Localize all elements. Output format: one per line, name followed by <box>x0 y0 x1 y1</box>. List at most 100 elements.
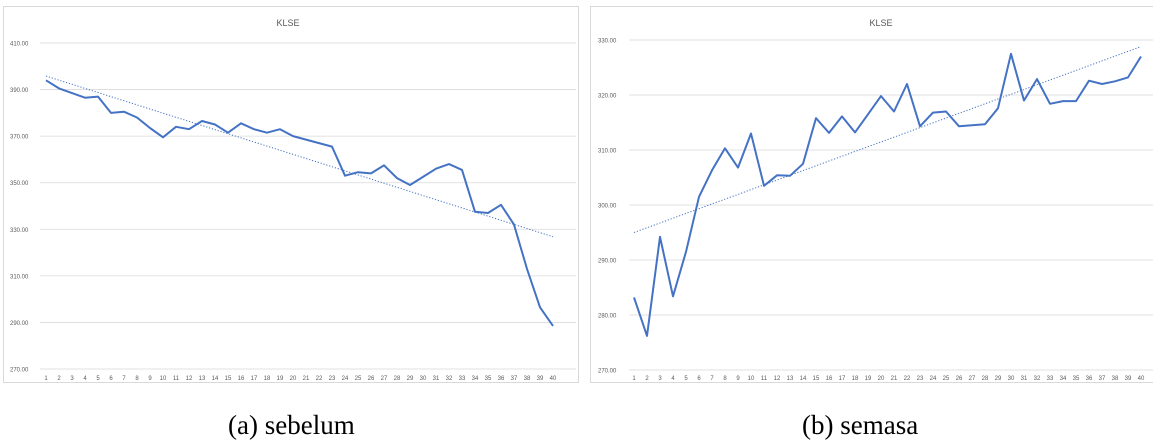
data-point <box>162 136 164 138</box>
caption-semasa: (b) semasa <box>802 410 919 440</box>
chart-panel-sebelum: KLSE 270.00 290.00 310.00 330.00 350.00 370.00… <box>3 6 579 383</box>
y-tick-label: 390.00 <box>10 88 29 94</box>
data-point <box>279 128 281 130</box>
data-point <box>971 124 973 126</box>
data-point <box>984 123 986 125</box>
data-point <box>175 126 177 128</box>
data-point <box>188 128 190 130</box>
data-point <box>305 139 307 141</box>
data-point <box>396 177 398 179</box>
x-tick-label: 7 <box>710 376 714 382</box>
data-point <box>513 224 515 226</box>
x-tick-label: 20 <box>290 376 297 382</box>
x-tick-label: 18 <box>264 376 271 382</box>
x-tick-label: 35 <box>1073 376 1080 382</box>
data-point <box>841 115 843 117</box>
x-tick-label: 7 <box>122 376 126 382</box>
y-tick-label: 290.00 <box>10 321 29 327</box>
x-tick-label: 3 <box>658 376 662 382</box>
data-point <box>854 131 856 133</box>
x-tick-label: 31 <box>433 376 440 382</box>
x-tick-label: 16 <box>238 376 245 382</box>
x-tick-label: 33 <box>1047 376 1054 382</box>
x-tick-label: 37 <box>511 376 518 382</box>
x-tick-label: 18 <box>852 376 859 382</box>
x-tick-label: 8 <box>723 376 727 382</box>
x-tick-label: 36 <box>498 376 505 382</box>
x-tick-label: 10 <box>748 376 755 382</box>
x-tick-label: 5 <box>96 376 100 382</box>
data-point <box>1062 100 1064 102</box>
x-tick-label: 39 <box>1125 376 1132 382</box>
x-tick-label: 8 <box>135 376 139 382</box>
data-point <box>383 164 385 166</box>
data-point <box>659 236 661 238</box>
x-tick-label: 15 <box>813 376 820 382</box>
data-point <box>201 120 203 122</box>
data-point <box>240 122 242 124</box>
data-point <box>500 204 502 206</box>
x-tick-label: 13 <box>199 376 206 382</box>
data-point <box>763 185 765 187</box>
x-tick-label: 22 <box>904 376 911 382</box>
x-tick-label: 33 <box>459 376 466 382</box>
y-tick-label: 270.00 <box>10 368 29 374</box>
data-point <box>906 83 908 85</box>
x-tick-label: 29 <box>407 376 414 382</box>
x-tick-label: 4 <box>671 376 675 382</box>
x-tick-label: 21 <box>891 376 898 382</box>
x-tick-label: 9 <box>736 376 740 382</box>
data-point <box>448 163 450 165</box>
data-point <box>461 169 463 171</box>
data-point <box>227 132 229 134</box>
x-tick-label: 23 <box>329 376 336 382</box>
data-point <box>110 112 112 114</box>
data-point <box>776 174 778 176</box>
series-line <box>633 52 1142 337</box>
y-tick-label: 310.00 <box>598 149 617 155</box>
data-point <box>893 111 895 113</box>
x-tick-label: 28 <box>394 376 401 382</box>
chart-title: KLSE <box>276 18 299 28</box>
x-tick-label: 28 <box>982 376 989 382</box>
x-tick-label: 12 <box>774 376 781 382</box>
data-point <box>646 335 648 337</box>
y-tick-label: 410.00 <box>10 42 29 48</box>
x-tick-label: 24 <box>342 376 349 382</box>
x-tick-label: 34 <box>472 376 479 382</box>
x-tick-label: 40 <box>1138 376 1145 382</box>
y-tick-label: 290.00 <box>598 259 617 265</box>
data-point <box>1101 83 1103 85</box>
x-tick-label: 35 <box>485 376 492 382</box>
x-tick-label: 27 <box>381 376 388 382</box>
data-point <box>1023 100 1025 102</box>
data-point <box>58 87 60 89</box>
data-point <box>97 96 99 98</box>
x-tick-label: 2 <box>645 376 649 382</box>
y-tick-label: 300.00 <box>598 204 617 210</box>
y-tick-label: 320.00 <box>598 94 617 100</box>
data-point <box>802 163 804 165</box>
data-point <box>1140 56 1142 58</box>
data-point <box>828 132 830 134</box>
x-tick-label: 40 <box>550 376 557 382</box>
x-tick-label: 38 <box>1112 376 1119 382</box>
chart-panel-semasa: KLSE 270.00 280.00 290.00 300.00 310.00 320.00… <box>590 6 1153 383</box>
data-point <box>1088 80 1090 82</box>
x-tick-label: 30 <box>1008 376 1015 382</box>
data-point <box>149 127 151 129</box>
data-point <box>357 171 359 173</box>
x-tick-label: 26 <box>956 376 963 382</box>
data-point <box>474 211 476 213</box>
x-tick-label: 37 <box>1099 376 1106 382</box>
data-point <box>45 79 47 81</box>
x-tick-label: 15 <box>225 376 232 382</box>
x-tick-label: 16 <box>826 376 833 382</box>
x-tick-label: 4 <box>83 376 87 382</box>
data-point <box>711 169 713 171</box>
data-point <box>1036 78 1038 80</box>
x-tick-label: 39 <box>537 376 544 382</box>
data-point <box>633 296 635 298</box>
y-tick-label: 350.00 <box>10 181 29 187</box>
data-point <box>526 268 528 270</box>
